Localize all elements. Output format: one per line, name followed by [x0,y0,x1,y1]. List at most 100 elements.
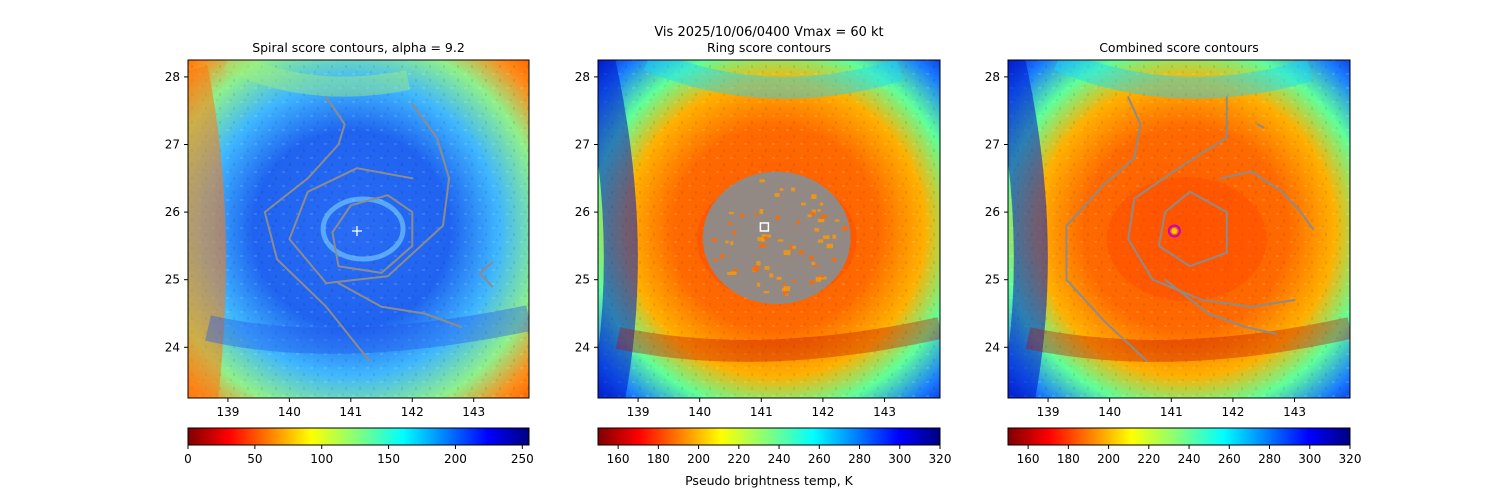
x-tick-label: 140 [278,405,301,419]
contour-line-1 [1065,96,1148,362]
colorbar-tick-label: 160 [607,452,630,466]
ring-speckle [761,234,767,237]
colorbar: 0 50 100 150 200 250 [184,427,534,466]
colorbar-gradient [1007,427,1351,446]
ring-speckle [832,234,837,239]
band-north [1053,60,1314,99]
colorbar-tick-label: 200 [444,452,467,466]
ring-speckle [782,283,787,286]
x-tick-label: 142 [1221,405,1244,419]
center-circle-marker [1167,224,1181,238]
ring-speckle [759,208,764,214]
y-tick-label: 24 [575,340,590,354]
colorbar-tick-label: 220 [1137,452,1160,466]
colorbar-tick-label: 300 [888,452,911,466]
ring-speckle [777,239,784,242]
colorbar-tick-label: 200 [1097,452,1120,466]
center-cross-marker [351,226,362,237]
band-north [223,60,410,97]
x-tick-label: 142 [401,405,424,419]
ring-speckle [819,276,827,280]
core-region [1106,177,1267,302]
x-tick-label: 141 [339,405,362,419]
ring-speckle [753,213,759,216]
ring-speckle [776,276,782,280]
x-tick-label: 139 [1037,405,1060,419]
y-tick-label: 26 [985,205,1000,219]
ring-speckle [809,255,814,260]
x-tick-label: 142 [811,405,834,419]
center-square-marker [759,222,770,232]
ring-speckle [817,218,825,223]
ring-speckle [783,290,788,296]
y-tick-label: 26 [575,205,590,219]
ring-speckle [779,188,784,191]
ring-speckle [728,221,732,225]
ring-speckle [789,245,795,250]
y-tick-label: 24 [165,340,180,354]
panels: Spiral score contours, alpha = 9.2 139 140… [165,40,1362,488]
ring-speckle [756,261,761,266]
ring-speckle [739,213,745,218]
x-tick-label: 139 [627,405,650,419]
x-tick-label: 143 [462,405,485,419]
y-tick-label: 28 [165,70,180,84]
heatmap-texture [188,60,529,398]
ring-speckle [783,250,791,256]
colorbar-tick-label: 260 [1218,452,1241,466]
contour-line-3 [1158,190,1228,268]
ring-speckle [725,240,729,244]
y-tick-label: 25 [575,273,590,287]
band-south [615,317,940,362]
x-tick-label: 143 [1283,405,1306,419]
y-tick-label: 25 [985,273,1000,287]
contour-line-2 [288,102,451,285]
ring-speckle [792,280,797,283]
chart-panel-3: Combined score contours 139 140 141 142 143 24… [985,40,1362,466]
ring-speckle [730,271,737,275]
ring-speckle [817,209,821,212]
ring-speckle [791,187,796,192]
colorbar-tick-label: 150 [377,452,400,466]
y-tick-label: 25 [165,273,180,287]
colorbar: 160 180 200 220 240 260 280 300 320 Pseudo bright… [597,427,951,488]
ring-speckle [792,245,797,249]
ring-speckle [757,237,764,241]
ring-speckle [823,235,830,240]
colorbar-gradient [187,427,530,446]
ring-speckle [764,266,770,270]
contour-line-1 [263,96,371,362]
center-circle-core [1171,228,1178,235]
colorbar-tick-label: 260 [808,452,831,466]
ring-speckle [711,238,717,242]
y-tick-label: 28 [575,70,590,84]
colorbar-tick-label: 50 [247,452,262,466]
ring-speckle [831,257,837,262]
y-tick-label: 26 [165,205,180,219]
heatmap-image [598,60,940,398]
ring-speckle [713,258,718,262]
colorbar-tick-label: 280 [1258,452,1281,466]
ring-speckle [811,209,816,214]
ring-speckle [801,202,806,206]
colorbar-tick-label: 240 [1178,452,1201,466]
ring-speckle [732,269,738,273]
ring-speckle [752,266,760,272]
ring-speckle [730,241,734,246]
ring-speckle [817,239,824,243]
band-outer [1008,60,1048,398]
chart-panel-2: Ring score contours 139 140 141 142 143 24 25 26… [575,40,952,488]
colorbar: 160 180 200 220 240 260 280 300 320 [1007,427,1361,466]
colorbar-tick-label: 100 [310,452,333,466]
band-outer [598,60,638,398]
panel-title: Combined score contours [1099,40,1259,55]
ring-speckle [798,249,804,255]
ring-speckle [796,219,800,225]
x-tick-label: 141 [1160,405,1183,419]
ring-speckle [783,286,791,292]
ring-speckle [807,214,812,218]
y-tick-label: 27 [165,138,180,152]
y-tick-label: 24 [985,340,1000,354]
ring-speckle [774,193,780,197]
